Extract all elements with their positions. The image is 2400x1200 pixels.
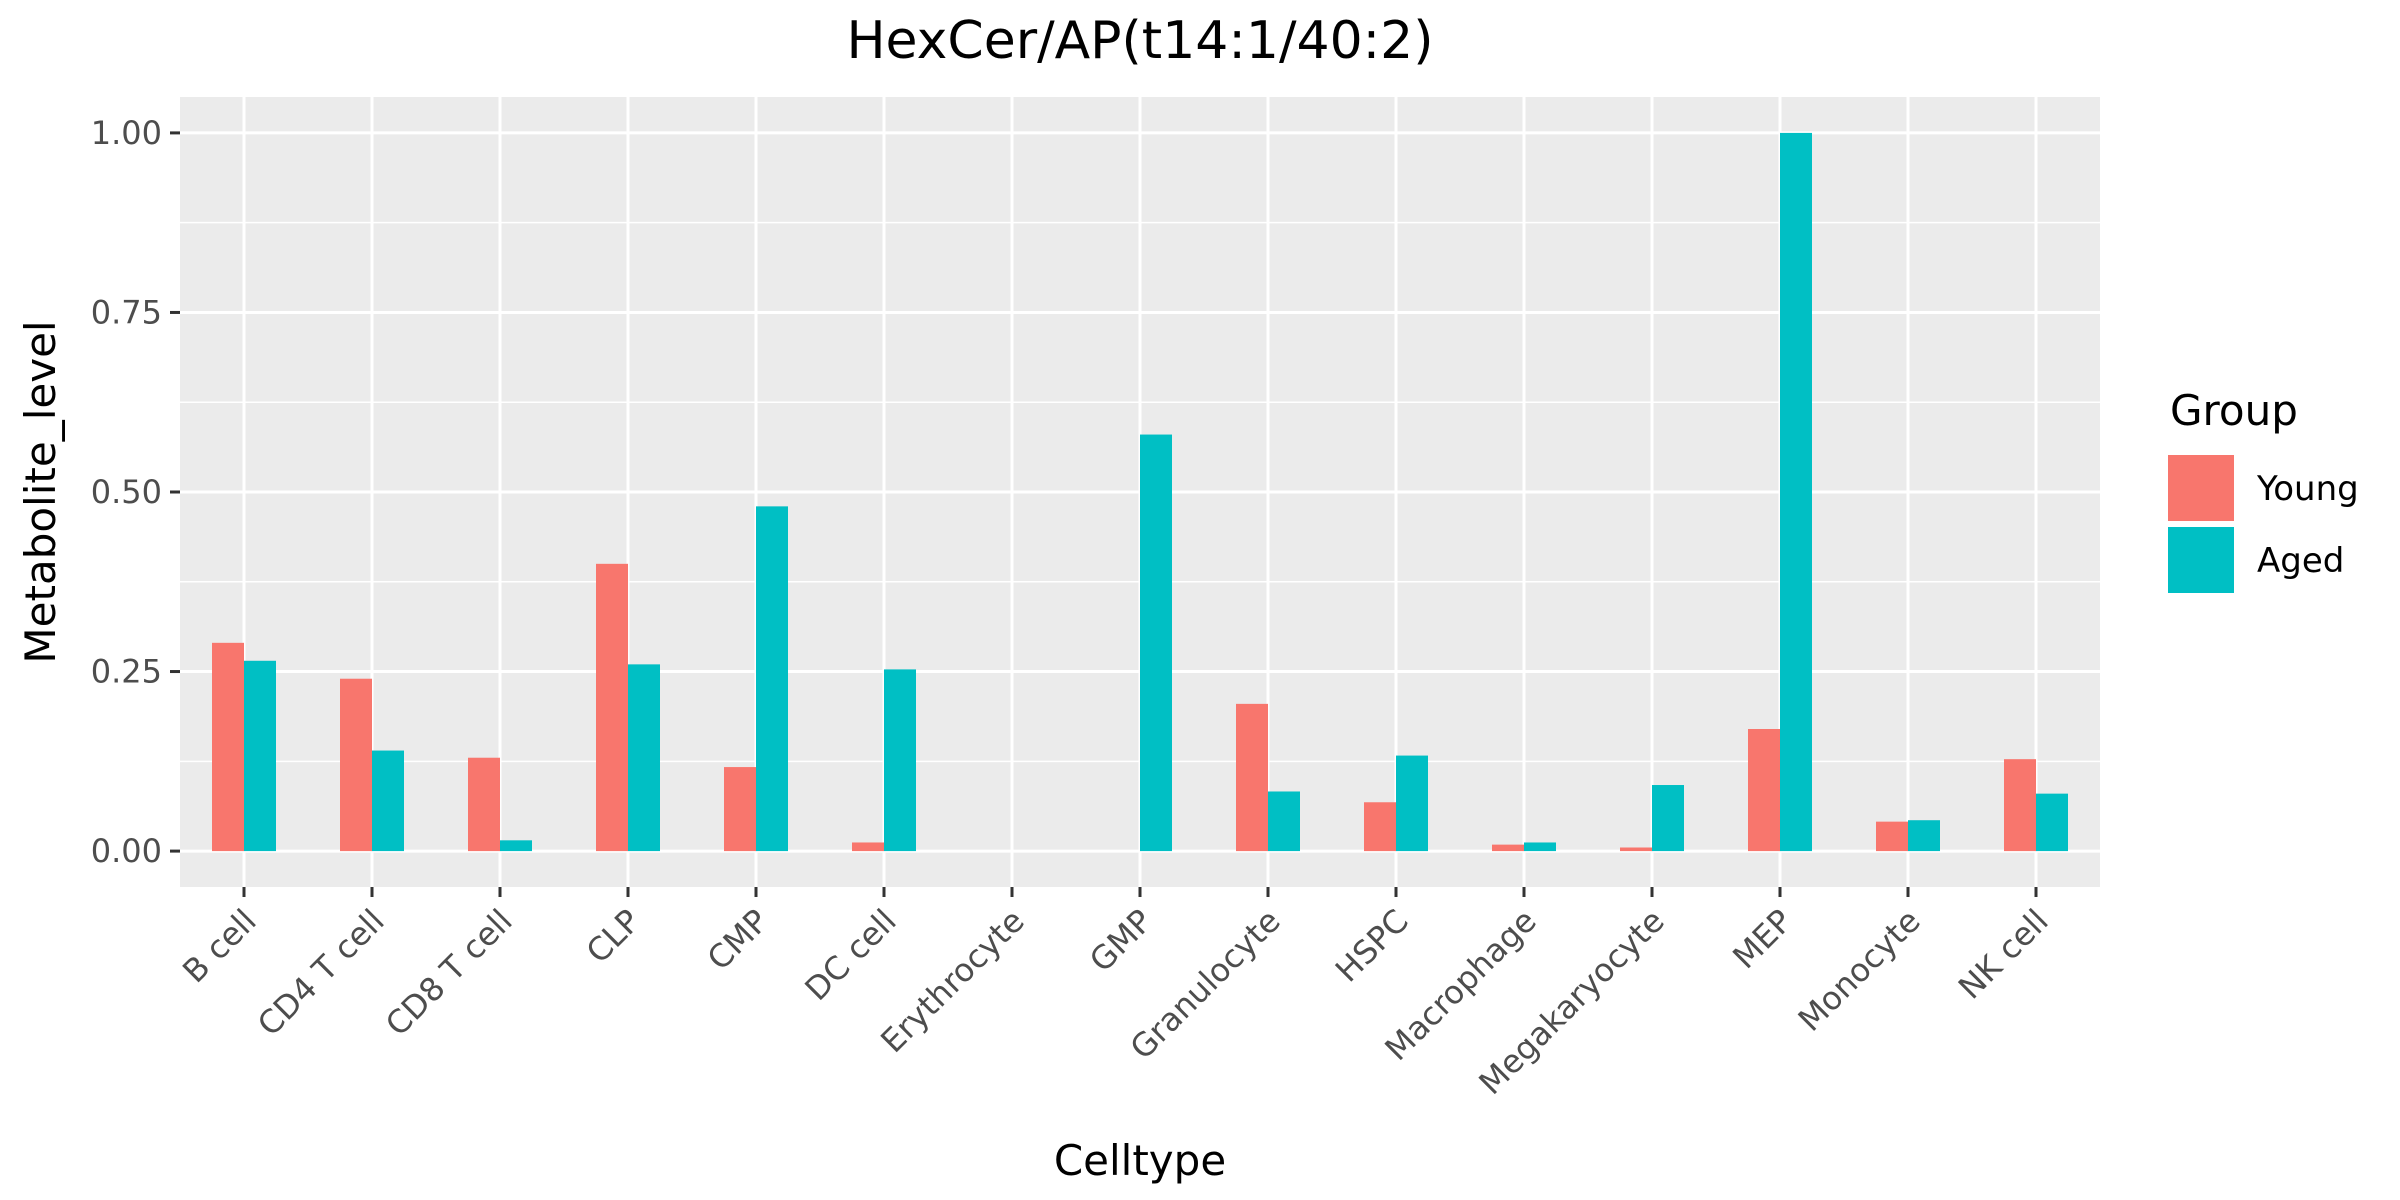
legend-label-aged: Aged <box>2257 541 2344 581</box>
bar-young-megakaryocyte <box>1620 847 1652 852</box>
bar-aged-macrophage <box>1524 842 1556 852</box>
bar-young-nk-cell <box>2004 759 2036 852</box>
bar-young-cd4-t-cell <box>340 678 372 852</box>
bar-aged-gmp <box>1140 434 1172 852</box>
x-tick-label: CMP <box>700 902 776 978</box>
bar-aged-cmp <box>756 506 788 852</box>
y-axis-title: Metabolite_level <box>16 320 65 663</box>
bar-aged-monocyte <box>1908 820 1940 852</box>
legend-key-young <box>2168 455 2234 521</box>
bar-young-cd8-t-cell <box>468 757 500 852</box>
bar-young-monocyte <box>1876 821 1908 852</box>
x-tick-label: CD8 T cell <box>378 902 520 1044</box>
bar-aged-clp <box>628 664 660 852</box>
bar-young-b-cell <box>212 642 244 852</box>
bar-young-clp <box>596 563 628 852</box>
y-tick-label: 0.75 <box>91 293 162 331</box>
x-tick-label: MEP <box>1725 902 1799 976</box>
bar-aged-hspc <box>1396 755 1428 852</box>
x-tick-label: Monocyte <box>1791 902 1928 1039</box>
bar-aged-cd8-t-cell <box>500 840 532 852</box>
x-tick-label: CLP <box>579 902 648 971</box>
bar-young-granulocyte <box>1236 703 1268 852</box>
y-tick-label: 1.00 <box>91 114 162 152</box>
legend-label-young: Young <box>2256 469 2359 509</box>
legend-key-aged <box>2168 527 2234 593</box>
x-axis-title: Celltype <box>1054 1136 1226 1185</box>
y-tick-label: 0.00 <box>91 832 162 870</box>
bar-young-macrophage <box>1492 844 1524 852</box>
bar-young-dc-cell <box>852 842 884 852</box>
x-tick-label: B cell <box>175 902 264 991</box>
y-axis: 0.00 0.25 0.50 0.75 1.00 <box>91 114 180 870</box>
bar-young-cmp <box>724 767 756 852</box>
x-tick-label: GMP <box>1082 902 1160 980</box>
x-tick-label: HSPC <box>1328 902 1416 990</box>
bar-aged-dc-cell <box>884 669 916 852</box>
legend: Group Young Aged <box>2168 386 2359 593</box>
chart-title: HexCer/AP(t14:1/40:2) <box>846 11 1433 71</box>
bars <box>212 132 2068 852</box>
bar-aged-b-cell <box>244 660 276 852</box>
y-tick-label: 0.50 <box>91 473 162 511</box>
bar-aged-nk-cell <box>2036 793 2068 852</box>
bar-young-hspc <box>1364 802 1396 852</box>
x-tick-label: CD4 T cell <box>250 902 392 1044</box>
bar-aged-granulocyte <box>1268 791 1300 852</box>
legend-title: Group <box>2170 386 2298 435</box>
x-tick-label: NK cell <box>1951 902 2056 1007</box>
bar-aged-cd4-t-cell <box>372 750 404 852</box>
bar-aged-mep <box>1780 132 1812 852</box>
x-tick-label: DC cell <box>797 902 903 1008</box>
y-tick-label: 0.25 <box>91 653 162 691</box>
bar-young-mep <box>1748 729 1780 852</box>
bar-aged-megakaryocyte <box>1652 785 1684 852</box>
